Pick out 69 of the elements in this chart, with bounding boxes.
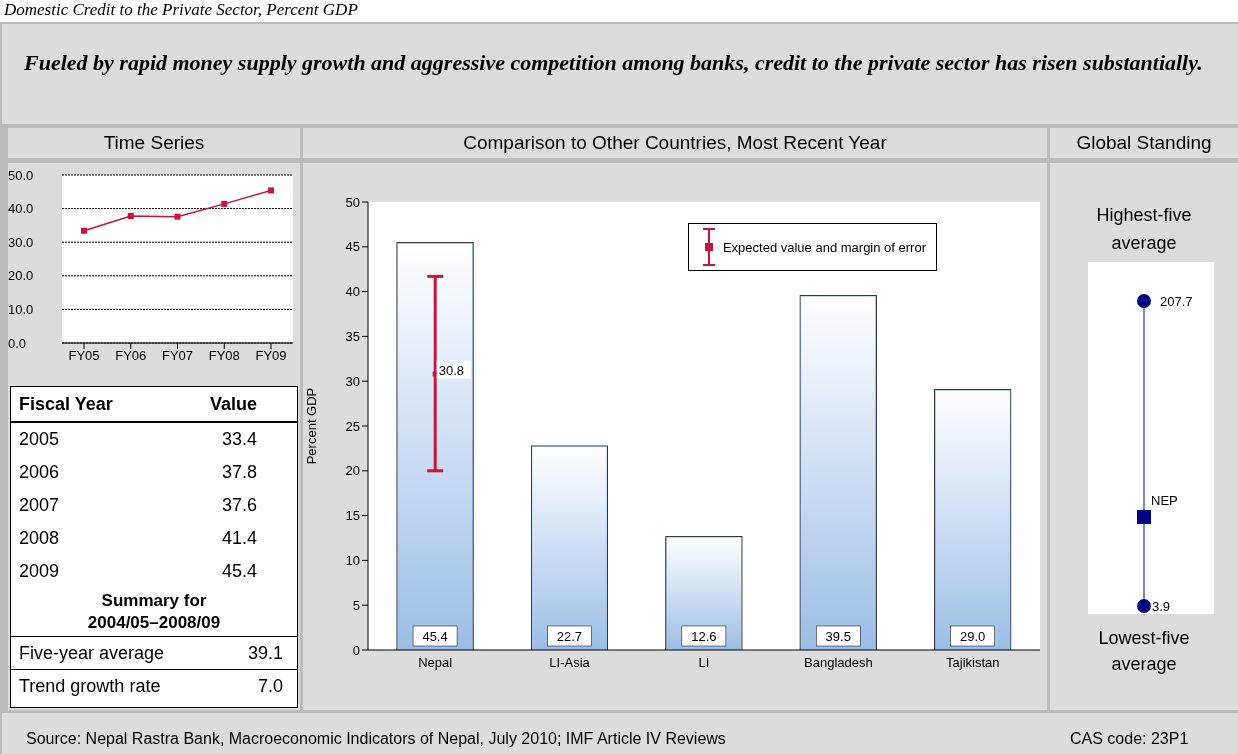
x-tick-label: Tajikistan (946, 655, 1000, 671)
text: 2005 (18, 429, 61, 450)
text: 3.9 (1152, 599, 1171, 614)
text: 37.8 (220, 462, 258, 483)
y-tick-label: 40.0 (8, 201, 34, 217)
point (81, 227, 87, 234)
y-tick-label: 10 (345, 553, 360, 569)
y-tick-label: 0 (352, 642, 360, 658)
text: 2008 (18, 528, 61, 549)
y-tick-label: 30.0 (8, 234, 34, 250)
chart-title: Comparison to Other Countries, Most Recent Year (303, 128, 1047, 158)
y-tick-label: 0.0 (8, 335, 27, 351)
x-tick-label: FY09 (255, 348, 287, 364)
y-tick-label: 40 (345, 284, 360, 300)
text: Domestic Credit to the Private Sector, Percent GDP (4, 0, 358, 20)
x-tick-label: Bangladesh (804, 655, 873, 671)
y-tick-label: 50.0 (8, 167, 34, 183)
text: NEP (1151, 493, 1178, 508)
source-note: Source: Nepal Rastra Bank, Macroeconomic Indicators of Nepal, July 2010; IMF Article IV Reviews (26, 730, 726, 748)
point (174, 213, 181, 220)
text: 39.1 (246, 642, 284, 664)
text: Fueled by rapid money supply growth and aggressive competition among banks, credit to the private sector has risen substantially. (24, 50, 1204, 76)
y-tick-label: 10.0 (8, 302, 34, 318)
y-tick-label: 35 (345, 329, 360, 345)
data-label: 45.4 (422, 629, 448, 644)
x-tick-label: FY06 (115, 348, 147, 364)
text: Highest-five average (1095, 204, 1193, 255)
y-tick-label: 5 (352, 597, 360, 613)
y-tick-label: 15 (345, 508, 360, 524)
text: Lowest-five average (1097, 627, 1191, 676)
text: Value (208, 393, 258, 415)
text: 45.4 (220, 561, 258, 582)
x-tick-label: Nepal (418, 655, 453, 671)
data-label: 12.6 (691, 629, 717, 644)
text: Fiscal Year (18, 393, 114, 415)
text: Five-year average (18, 642, 166, 664)
text: 33.4 (220, 429, 258, 450)
y-tick-label: 45 (345, 239, 360, 255)
text: 2009 (18, 561, 61, 582)
text: Summary for 2004/05–2008/09 (86, 590, 222, 634)
y-axis-title: Percent GDP (303, 387, 319, 465)
y-tick-label: 50 (345, 194, 360, 210)
text: 2006 (18, 462, 61, 483)
data-label: 30.8 (438, 362, 464, 378)
x-tick-label: FY05 (68, 348, 100, 364)
legend-label: Expected value and margin of error (722, 239, 926, 255)
point (268, 187, 274, 194)
text: CAS code: 23P1 (1070, 730, 1189, 748)
x-tick-label: LI-Asia (549, 655, 591, 671)
chart-title: Time Series (8, 128, 300, 158)
text: 207.7 (1160, 294, 1193, 309)
y-tick-label: 30 (345, 373, 360, 389)
x-tick-label: LI (698, 655, 710, 671)
y-tick-label: 25 (345, 418, 360, 434)
text: Global Standing (1050, 128, 1238, 158)
data-label: 22.7 (556, 629, 583, 644)
data-label: 29.0 (960, 629, 986, 644)
x-tick-label: FY08 (208, 348, 240, 364)
y-tick-label: 20.0 (8, 268, 34, 284)
text: Trend growth rate (18, 675, 162, 697)
point (221, 200, 228, 207)
y-tick-label: 20 (345, 463, 360, 479)
data-label: 39.5 (825, 629, 851, 644)
x-tick-label: FY07 (161, 348, 194, 364)
text: 2007 (18, 495, 61, 516)
text: 7.0 (256, 675, 284, 697)
point (127, 212, 134, 219)
text: 41.4 (220, 528, 258, 549)
text: 37.6 (220, 495, 258, 516)
